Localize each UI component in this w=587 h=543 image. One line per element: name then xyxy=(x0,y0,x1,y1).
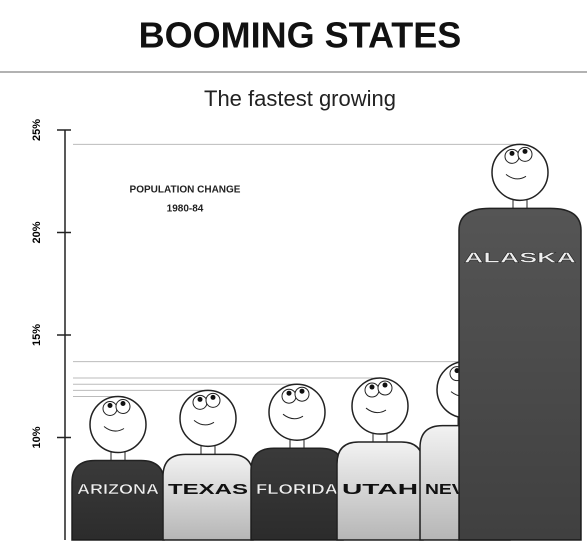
annotation: 1980-84 xyxy=(167,204,204,215)
chart: BOOMING STATES The fastest growing POPUL… xyxy=(0,0,587,543)
pupil xyxy=(383,383,388,388)
state-label: ALASKA xyxy=(464,249,576,266)
y-tick-label: 20% xyxy=(31,221,43,243)
pupil xyxy=(121,401,126,406)
pupil xyxy=(300,389,305,394)
annotation: POPULATION CHANGE xyxy=(130,185,241,196)
state-label: TEXAS xyxy=(168,481,248,498)
state-label: UTAH xyxy=(342,481,418,498)
pupil xyxy=(211,395,216,400)
pupil xyxy=(510,151,515,156)
y-tick-label: 15% xyxy=(31,324,43,346)
pupil xyxy=(287,391,292,396)
y-tick-label: 10% xyxy=(31,426,43,448)
pupil xyxy=(198,397,203,402)
y-tick-label: 25% xyxy=(31,119,43,141)
shirt-shade xyxy=(72,461,164,541)
state-label: ARIZONA xyxy=(77,481,159,498)
pupil xyxy=(108,403,113,408)
pupil xyxy=(523,149,528,154)
pupil xyxy=(370,385,375,390)
chart-subtitle: The fastest growing xyxy=(204,86,396,111)
chart-title: BOOMING STATES xyxy=(139,15,462,56)
state-label: FLORIDA xyxy=(256,481,338,498)
